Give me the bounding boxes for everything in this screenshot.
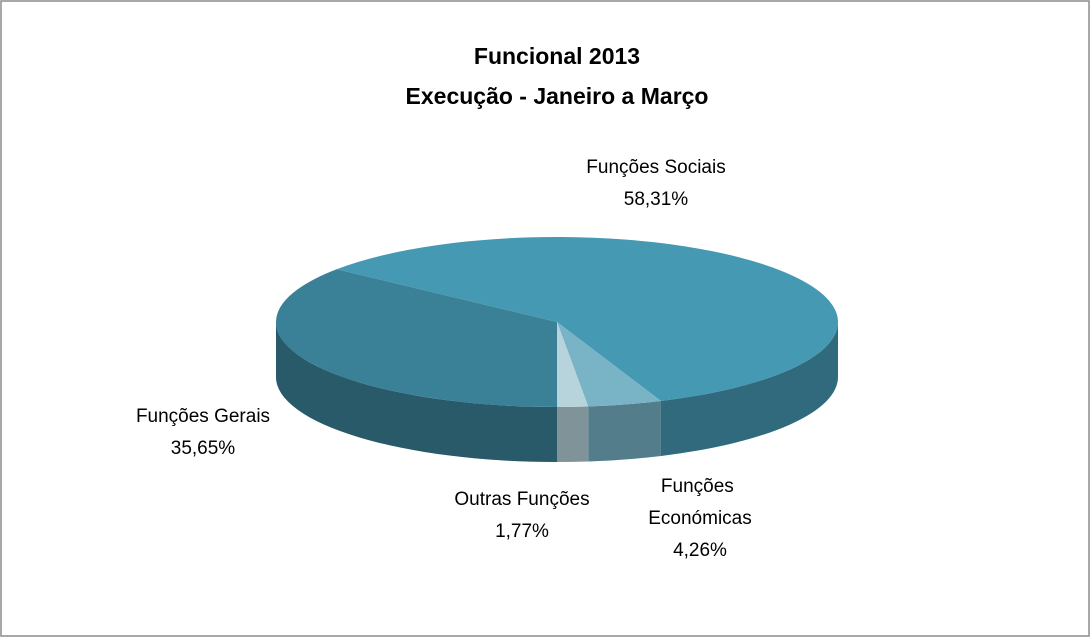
pie-side: [588, 400, 661, 462]
side-shade: [660, 322, 838, 456]
category-label-line: Económicas: [648, 508, 752, 529]
pie-slice: [557, 322, 661, 407]
pie-side: [276, 322, 557, 462]
category-label: Funções Económicas: [648, 476, 752, 529]
pie-slice: [336, 237, 838, 401]
pie-slice: [557, 322, 589, 407]
pie-side: [557, 406, 589, 462]
value-label: 4,26%: [673, 540, 727, 561]
category-label: Funções Gerais: [136, 406, 270, 427]
value-label: 35,65%: [171, 438, 236, 459]
side-shade: [588, 400, 661, 462]
category-label-line: Funções: [661, 476, 739, 497]
category-label: Outras Funções: [454, 489, 589, 510]
pie-slice: [276, 269, 557, 407]
side-shade: [276, 322, 557, 462]
category-label: Funções Sociais: [586, 157, 725, 178]
value-label: 58,31%: [624, 189, 689, 210]
side-shade: [557, 406, 589, 462]
pie-side: [660, 322, 838, 456]
chart-title: Execução - Janeiro a Março: [406, 83, 709, 109]
chart-title: Funcional 2013: [474, 43, 640, 69]
value-label: 1,77%: [495, 521, 549, 542]
